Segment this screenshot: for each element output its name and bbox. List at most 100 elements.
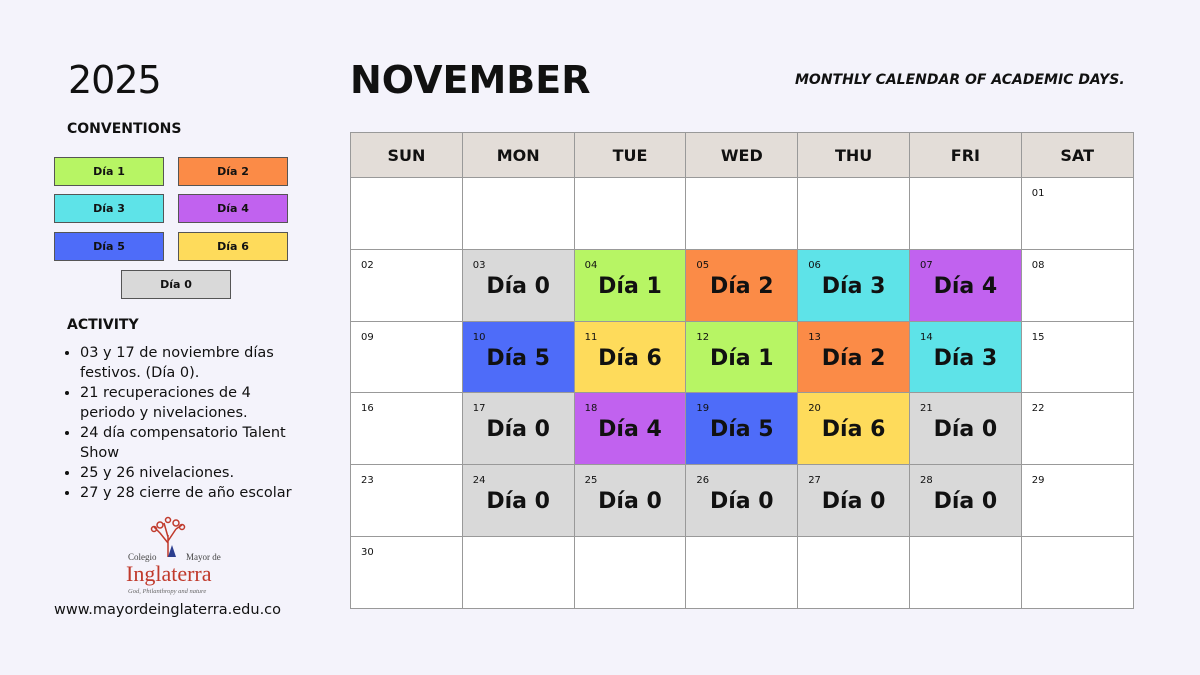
day-cell: 19 Día 5 bbox=[685, 392, 799, 466]
day-cell: 28 Día 0 bbox=[909, 464, 1022, 537]
day-label: Día 0 bbox=[486, 417, 550, 443]
convention: Día 0 bbox=[121, 270, 231, 299]
activity-item: 21 recuperaciones de 4 periodo y nivelac… bbox=[80, 383, 294, 423]
day-header: FRI bbox=[909, 132, 1022, 178]
day-cell: 22 bbox=[1020, 392, 1134, 466]
date: 20 bbox=[808, 403, 821, 415]
logo-text: Colegio bbox=[128, 552, 157, 562]
day-cell: 20 Día 6 bbox=[797, 392, 910, 466]
date: 09 bbox=[361, 331, 374, 343]
day-cell: 12 Día 1 bbox=[685, 320, 799, 394]
day-cell: 18 Día 4 bbox=[573, 392, 687, 466]
date: 21 bbox=[920, 403, 933, 415]
activity-item: 25 y 26 nivelaciones. bbox=[80, 463, 294, 483]
day-label: Día 2 bbox=[709, 273, 774, 299]
logo-text: Mayor de bbox=[186, 552, 221, 562]
date: 25 bbox=[584, 475, 598, 487]
convention: Día 3 bbox=[54, 194, 164, 223]
convention: Día 6 bbox=[178, 232, 288, 261]
date: 29 bbox=[1031, 475, 1045, 487]
activity-title: ACTIVITY bbox=[67, 317, 139, 333]
date: 13 bbox=[808, 331, 821, 343]
day-label: Día 0 bbox=[486, 489, 550, 515]
website: www.mayordeinglaterra.edu.co bbox=[54, 602, 282, 618]
day-cell: 13 Día 2 bbox=[797, 320, 910, 394]
date: 15 bbox=[1031, 331, 1045, 343]
day-header: MON bbox=[461, 132, 575, 178]
day-label: Día 6 bbox=[598, 345, 662, 371]
date: 18 bbox=[584, 403, 598, 415]
logo-motto: God, Philanthropy and nature bbox=[128, 588, 206, 595]
day-cell: 08 bbox=[1020, 248, 1134, 322]
day-label: Día 5 bbox=[486, 345, 550, 371]
day-cell: 27 Día 0 bbox=[797, 464, 910, 537]
day-cell: 09 bbox=[350, 320, 463, 394]
date: 19 bbox=[696, 403, 710, 415]
day-cell: 07 Día 4 bbox=[909, 248, 1022, 322]
date: 23 bbox=[361, 475, 374, 487]
day-cell bbox=[909, 177, 1022, 250]
day-label: Día 0 bbox=[933, 417, 998, 443]
day-header: THU bbox=[797, 132, 910, 178]
day-header: SAT bbox=[1020, 132, 1134, 178]
year: 2025 bbox=[68, 58, 162, 102]
month: NOVEMBER bbox=[350, 58, 591, 102]
day-cell: 30 bbox=[350, 536, 463, 609]
day-cell: 25 Día 0 bbox=[573, 464, 687, 537]
date: 10 bbox=[472, 331, 486, 343]
day-cell: 04 Día 1 bbox=[573, 248, 687, 322]
date: 16 bbox=[361, 403, 374, 415]
day-label: Día 3 bbox=[933, 345, 998, 371]
day-cell bbox=[350, 177, 463, 250]
subtitle: MONTHLY CALENDAR OF ACADEMIC DAYS. bbox=[795, 72, 1125, 88]
day-cell bbox=[685, 177, 799, 250]
activity-list: 03 y 17 de noviembre días festivos. (Día… bbox=[64, 343, 294, 503]
date: 07 bbox=[920, 259, 933, 271]
day-cell: 02 bbox=[350, 248, 463, 322]
day-cell: 16 bbox=[350, 392, 463, 466]
date: 08 bbox=[1031, 259, 1045, 271]
date: 02 bbox=[361, 259, 374, 271]
day-label: Día 4 bbox=[598, 417, 662, 443]
convention: Día 2 bbox=[178, 157, 288, 186]
date: 28 bbox=[920, 475, 933, 487]
day-label: Día 5 bbox=[709, 417, 774, 443]
date: 04 bbox=[584, 259, 598, 271]
convention: Día 5 bbox=[54, 232, 164, 261]
day-label: Día 3 bbox=[821, 273, 886, 299]
day-cell: 10 Día 5 bbox=[461, 320, 575, 394]
day-cell: 15 bbox=[1020, 320, 1134, 394]
conventions-title: CONVENTIONS bbox=[67, 121, 182, 137]
day-label: Día 0 bbox=[821, 489, 886, 515]
day-label: Día 0 bbox=[598, 489, 662, 515]
logo-name: Inglaterra bbox=[126, 561, 212, 586]
day-cell: 01 bbox=[1020, 177, 1134, 250]
day-cell bbox=[909, 536, 1022, 609]
day-label: Día 0 bbox=[486, 273, 550, 299]
date: 30 bbox=[361, 547, 374, 558]
activity-item: 27 y 28 cierre de año escolar bbox=[80, 483, 294, 503]
date: 14 bbox=[920, 331, 933, 343]
day-cell bbox=[573, 177, 687, 250]
day-cell: 06 Día 3 bbox=[797, 248, 910, 322]
logo: Colegio Mayor de Inglaterra God, Philant… bbox=[126, 516, 221, 595]
day-cell bbox=[685, 536, 799, 609]
activity-item: 03 y 17 de noviembre días festivos. (Día… bbox=[80, 343, 294, 383]
date: 06 bbox=[808, 259, 821, 271]
date: 22 bbox=[1031, 403, 1045, 415]
day-header: SUN bbox=[350, 132, 463, 178]
day-label: Día 1 bbox=[598, 273, 662, 299]
day-label: Día 0 bbox=[933, 489, 998, 515]
day-cell: 24 Día 0 bbox=[461, 464, 575, 537]
date: 01 bbox=[1031, 188, 1045, 199]
day-label: Día 6 bbox=[821, 417, 886, 443]
date: 11 bbox=[584, 331, 598, 343]
convention: Día 4 bbox=[178, 194, 288, 223]
convention: Día 1 bbox=[54, 157, 164, 186]
day-cell: 21 Día 0 bbox=[909, 392, 1022, 466]
day-label: Día 2 bbox=[821, 345, 886, 371]
activity-item: 24 día compensatorio Talent Show bbox=[80, 423, 294, 463]
day-cell: 05 Día 2 bbox=[685, 248, 799, 322]
day-cell: 26 Día 0 bbox=[685, 464, 799, 537]
